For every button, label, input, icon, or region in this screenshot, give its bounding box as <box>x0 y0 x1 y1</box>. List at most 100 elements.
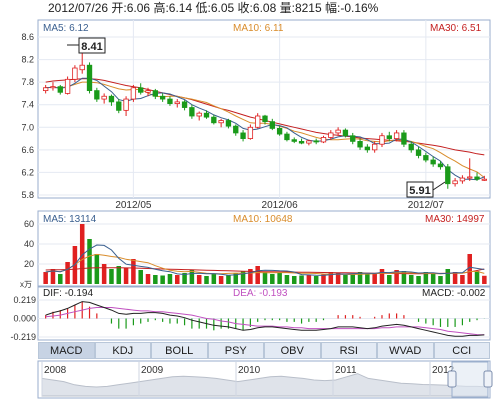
tab-obv[interactable]: OBV <box>264 342 321 359</box>
min-price-box <box>406 181 434 198</box>
navigator-x-tick: 2010 <box>238 365 261 376</box>
navigator-x-tick: 2011 <box>335 365 357 376</box>
volume-bar <box>101 264 107 284</box>
tab-cci[interactable]: CCI <box>433 342 490 359</box>
volume-bar <box>174 275 180 284</box>
candle-body <box>328 132 334 138</box>
candle-body <box>72 67 78 80</box>
volume-bar <box>416 276 421 284</box>
price-x-tick: 2012/06 <box>262 200 299 211</box>
volume-bar <box>145 274 151 284</box>
candle-body <box>459 177 466 182</box>
volume-bar <box>211 274 217 284</box>
volume-ma10-line <box>45 253 485 276</box>
low-value: 6.05 <box>211 1 235 15</box>
navigator-left-handle[interactable] <box>447 370 457 388</box>
tab-psy[interactable]: PSY <box>207 342 264 359</box>
candle-body <box>94 90 100 100</box>
candle-body <box>357 140 363 148</box>
candle-body <box>401 132 407 145</box>
candle-body <box>379 135 385 145</box>
volume-bar <box>372 273 377 284</box>
price-x-tick: 2012/05 <box>115 200 152 211</box>
volume-grid <box>38 223 490 265</box>
candle-body <box>284 133 290 141</box>
volume-bar <box>277 273 282 284</box>
tab-rsi[interactable]: RSI <box>320 342 377 359</box>
volume-bar <box>335 273 341 284</box>
volume-bar <box>401 271 407 284</box>
candle-body <box>335 129 341 134</box>
min-price-callout: 5.91 <box>406 181 446 198</box>
candle-body <box>372 143 378 151</box>
volume-y-tick: 40 <box>24 239 34 249</box>
candle-body <box>64 78 71 94</box>
volume-bar <box>58 274 63 284</box>
candle-body <box>481 178 488 181</box>
volume-bar <box>94 254 100 284</box>
close-value: 6.08 <box>253 1 277 15</box>
price-y-tick: 6.2 <box>21 167 34 177</box>
navigator-x-tick: 2012 <box>432 365 455 376</box>
navigator-right-handle[interactable] <box>483 370 493 388</box>
volume-bar <box>109 269 114 284</box>
tab-kdj[interactable]: KDJ <box>94 342 151 359</box>
max-price-callout: 8.41 <box>67 37 106 54</box>
candle-body <box>423 155 429 161</box>
tab-macd[interactable]: MACD <box>38 342 95 359</box>
quote-date: 2012/07/26 <box>48 1 108 15</box>
candle-body <box>167 98 173 104</box>
macd-dif-label: DIF: -0.194 <box>43 288 93 299</box>
candle-body <box>130 87 137 100</box>
navigator-x-axis: 2008 2009 2010 2011 2012 <box>41 362 455 396</box>
volume-bar <box>270 274 275 284</box>
volume-unit-label: x万 <box>20 280 32 289</box>
navigator-x-tick: 2009 <box>141 365 164 376</box>
volume-bar <box>387 275 392 284</box>
macd-value-label: MACD: -0.002 <box>422 288 486 299</box>
volume-bar <box>131 259 136 284</box>
candle-body <box>159 95 166 100</box>
candle-body <box>203 112 210 118</box>
tab-boll[interactable]: BOLL <box>151 342 208 359</box>
candle-body <box>276 128 283 135</box>
volume-bar <box>291 276 297 284</box>
volume-y-axis: 60 40 20 <box>24 219 34 269</box>
candle-body <box>145 90 151 93</box>
price-ma-lines <box>45 77 485 181</box>
candle-body <box>342 129 349 137</box>
candle-body <box>50 86 56 89</box>
candle-body <box>474 176 480 180</box>
open-label: 开: <box>111 1 126 15</box>
macd-panel-frame <box>37 286 491 341</box>
price-y-tick: 7.0 <box>21 122 34 132</box>
volume-bar <box>196 275 202 284</box>
navigator-window[interactable] <box>451 361 489 398</box>
volume-bar <box>430 274 436 284</box>
low-label: 低: <box>196 1 211 15</box>
candle-body <box>291 139 297 142</box>
price-y-tick: 8.6 <box>21 32 34 42</box>
volume-bar <box>423 272 429 284</box>
price-grid <box>38 20 490 198</box>
candle-body <box>138 87 144 93</box>
candle-body <box>101 95 107 100</box>
navigator-handle[interactable] <box>447 361 493 398</box>
volume-bar <box>313 276 319 284</box>
tab-wvad[interactable]: WVAD <box>377 342 434 359</box>
price-y-tick: 7.8 <box>21 77 34 87</box>
candle-body <box>152 90 158 97</box>
candle-body <box>269 121 275 129</box>
candle-body <box>467 176 473 179</box>
candle-body <box>233 125 239 134</box>
candle-body <box>225 120 232 127</box>
candle-body <box>174 101 180 104</box>
volume-bars <box>43 224 487 284</box>
price-panel-frame <box>37 19 491 199</box>
volume-ma5-line <box>45 244 485 276</box>
volume-bar <box>408 275 414 284</box>
price-y-axis: 8.6 8.2 7.8 7.4 7.0 6.6 6.2 5.8 <box>21 32 34 200</box>
volume-bar <box>467 254 472 284</box>
high-value: 6.14 <box>169 1 193 15</box>
price-candles <box>42 47 488 189</box>
